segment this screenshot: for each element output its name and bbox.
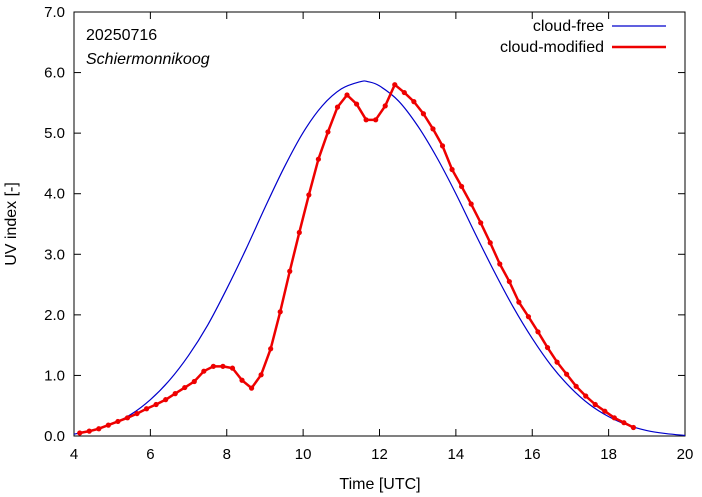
data-point-cloud-modified	[258, 372, 264, 378]
data-point-cloud-modified	[182, 384, 188, 391]
y-tick-label: 2.0	[44, 307, 65, 324]
data-point-cloud-modified	[630, 424, 637, 431]
data-point-cloud-modified	[506, 278, 512, 285]
x-axis-title: Time [UTC]	[339, 476, 420, 493]
data-point-cloud-modified	[229, 365, 236, 371]
y-tick-label: 0.0	[44, 428, 65, 445]
legend: cloud-free cloud-modified	[500, 18, 666, 56]
data-point-cloud-modified	[334, 104, 341, 110]
data-point-cloud-modified	[268, 346, 274, 352]
data-point-cloud-modified	[449, 166, 455, 173]
data-point-cloud-modified	[583, 393, 589, 399]
data-point-cloud-modified	[602, 408, 608, 414]
x-tick-label: 6	[146, 446, 154, 463]
x-tick-label: 20	[677, 446, 694, 463]
annotation-location: Schiermonnikoog	[86, 51, 210, 68]
data-point-cloud-modified	[163, 397, 169, 403]
x-tick-label: 14	[448, 446, 465, 463]
data-point-cloud-modified	[86, 428, 92, 434]
y-tick-label: 7.0	[44, 4, 65, 21]
data-point-cloud-modified	[153, 401, 159, 408]
data-point-cloud-modified	[401, 89, 407, 96]
data-point-cloud-modified	[315, 156, 321, 162]
y-tick-label: 4.0	[44, 186, 65, 203]
data-point-cloud-modified	[325, 129, 331, 135]
legend-label-cloud-free: cloud-free	[533, 18, 604, 35]
x-tick-label: 12	[371, 446, 388, 463]
data-point-cloud-modified	[621, 420, 627, 426]
series-line-cloud-free	[73, 80, 686, 436]
data-point-cloud-modified	[516, 299, 522, 305]
data-point-cloud-modified	[210, 363, 216, 369]
data-point-cloud-modified	[554, 359, 560, 365]
y-tick-label: 6.0	[44, 65, 65, 82]
data-point-cloud-modified	[535, 329, 541, 335]
data-point-cloud-modified	[611, 415, 617, 421]
data-point-cloud-modified	[573, 383, 579, 389]
data-point-cloud-modified	[363, 117, 369, 123]
data-point-cloud-modified	[287, 268, 293, 274]
data-point-cloud-modified	[115, 418, 121, 425]
data-point-cloud-modified	[277, 309, 283, 315]
data-point-cloud-modified	[248, 385, 255, 391]
data-point-cloud-modified	[487, 240, 493, 246]
data-point-cloud-modified	[459, 183, 465, 190]
y-axis-title: UV index [-]	[3, 182, 20, 266]
data-point-cloud-modified	[296, 229, 302, 236]
x-tick-label: 10	[295, 446, 312, 463]
data-point-cloud-modified	[124, 415, 131, 421]
data-point-cloud-modified	[430, 126, 436, 132]
data-point-cloud-modified	[373, 117, 379, 123]
data-point-cloud-modified	[497, 261, 503, 267]
data-point-cloud-modified	[77, 430, 83, 436]
data-point-cloud-modified	[544, 344, 551, 351]
data-point-cloud-modified	[439, 143, 446, 149]
data-point-cloud-modified	[239, 377, 245, 383]
data-point-cloud-modified	[96, 426, 102, 432]
data-point-cloud-modified	[392, 82, 398, 88]
data-point-cloud-modified	[306, 192, 312, 198]
data-point-cloud-modified	[201, 368, 207, 374]
data-point-cloud-modified	[592, 401, 598, 408]
series-line-cloud-modified	[79, 83, 635, 435]
data-point-cloud-modified	[564, 371, 570, 377]
data-point-cloud-modified	[344, 92, 350, 98]
y-tick-label: 5.0	[44, 125, 65, 142]
y-tick-label: 3.0	[44, 246, 65, 263]
data-point-cloud-modified	[382, 103, 388, 109]
data-point-cloud-modified	[220, 363, 226, 369]
data-point-cloud-modified	[411, 99, 417, 105]
data-point-cloud-modified	[105, 422, 111, 428]
data-point-cloud-modified	[478, 220, 484, 226]
x-tick-label: 18	[600, 446, 617, 463]
annotation-date: 20250716	[86, 27, 157, 44]
x-tick-label: 16	[524, 446, 541, 463]
plot-frame	[73, 11, 686, 437]
data-point-cloud-modified	[353, 101, 360, 107]
data-point-cloud-modified	[134, 410, 140, 417]
series-layer	[73, 80, 686, 436]
y-tick-label: 1.0	[44, 367, 65, 384]
data-point-cloud-modified	[172, 391, 178, 397]
data-point-cloud-modified	[143, 406, 150, 412]
legend-label-cloud-modified: cloud-modified	[500, 39, 604, 56]
x-tick-label: 8	[223, 446, 231, 463]
data-point-cloud-modified	[420, 111, 427, 117]
data-point-cloud-modified	[191, 378, 197, 385]
data-point-cloud-modified	[468, 201, 474, 207]
x-tick-label: 4	[70, 446, 78, 463]
axis-ticks: 4 6 8 10 12 14 16 18 20 0.0 1.0 2.0 3.0 4.0 5.0 6.0 7.0	[44, 4, 693, 463]
data-point-cloud-modified	[525, 314, 532, 320]
